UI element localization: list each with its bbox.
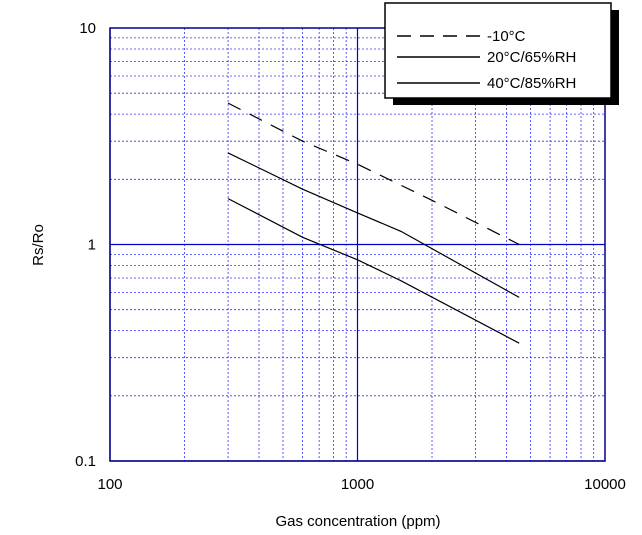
y-tick-label: 1	[88, 237, 96, 254]
series-group	[227, 102, 520, 344]
series-line-3	[227, 198, 520, 344]
plot-frame	[109, 27, 606, 462]
legend-label: 40°C/85%RH	[487, 75, 576, 92]
y-tick-label: 0.1	[75, 453, 96, 470]
x-tick-label: 1000	[341, 476, 374, 493]
series-line-1	[227, 102, 520, 246]
series-line-2	[227, 152, 520, 298]
x-axis-label: Gas concentration (ppm)	[275, 513, 440, 530]
y-axis-label: Rs/Ro	[30, 224, 47, 266]
x-tick-label: 10000	[584, 476, 626, 493]
legend-box	[384, 2, 612, 99]
legend-label: 20°C/65%RH	[487, 49, 576, 66]
y-tick-label: 10	[79, 20, 96, 37]
legend: -10°C 20°C/65%RH 40°C/85%RH	[384, 2, 619, 105]
tick-labels: 100 1000 10000 0.1 1 10	[75, 20, 626, 493]
legend-label: -10°C	[487, 28, 526, 45]
x-tick-label: 100	[97, 476, 122, 493]
